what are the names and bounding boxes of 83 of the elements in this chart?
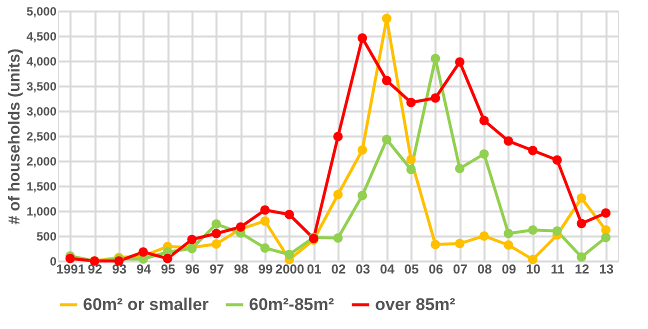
y-tick-label: 3,500 [26, 80, 57, 94]
point [576, 218, 586, 228]
point [358, 145, 368, 155]
x-tick-label: 02 [331, 262, 346, 276]
y-tick-label: 4,500 [26, 30, 57, 44]
y-tick-label: 1,000 [26, 204, 57, 218]
point [528, 146, 538, 156]
point [333, 233, 343, 243]
x-tick-label: 10 [526, 262, 541, 276]
x-tick-label: 99 [258, 262, 273, 276]
point [454, 57, 464, 67]
point [406, 154, 416, 164]
point [576, 193, 586, 203]
legend-label: over 85m² [375, 294, 456, 314]
x-tick-label: 01 [306, 262, 322, 276]
x-tick-label: 94 [136, 262, 152, 276]
point [333, 190, 343, 200]
point [528, 254, 538, 264]
x-tick-label: 95 [160, 262, 176, 276]
x-tick-label: 97 [210, 262, 224, 276]
y-tick-label: 1,500 [26, 180, 57, 194]
point [260, 243, 270, 253]
x-tick-label: 09 [502, 262, 516, 276]
point [406, 98, 416, 108]
point [504, 136, 514, 146]
x-tick-label: 03 [356, 262, 370, 276]
point [528, 225, 538, 235]
point [260, 216, 270, 226]
point [162, 254, 172, 264]
point [601, 232, 611, 242]
legend-label: 60m² or smaller [83, 294, 210, 314]
point [212, 239, 222, 249]
x-tick-label: 04 [380, 262, 396, 276]
point [260, 205, 270, 215]
point [552, 226, 562, 236]
point [479, 149, 489, 159]
point [382, 14, 392, 24]
legend-label: 60m²-85m² [249, 294, 334, 314]
x-tick-label: 93 [112, 262, 127, 276]
point [333, 132, 343, 142]
y-tick-label: 3,000 [26, 104, 57, 118]
x-tick-label: 07 [453, 262, 468, 276]
y-tick-label: 0 [50, 254, 57, 268]
x-tick-label: 12 [574, 262, 590, 276]
point [454, 238, 464, 248]
point [138, 247, 148, 257]
point [552, 155, 562, 165]
point [187, 234, 197, 244]
x-tick-label: 08 [477, 262, 492, 276]
point [601, 208, 611, 218]
point [406, 164, 416, 174]
x-tick-label: 92 [88, 262, 102, 276]
point [430, 54, 440, 64]
point [284, 210, 294, 220]
point [358, 190, 368, 200]
y-axis-title: # of households (units) [6, 48, 24, 224]
point [430, 240, 440, 250]
x-tick-label: 2000 [275, 262, 304, 276]
point [212, 228, 222, 238]
point [479, 231, 489, 241]
point [212, 219, 222, 229]
x-tick-label: 11 [550, 262, 565, 276]
y-tick-label: 500 [36, 230, 57, 244]
y-tick-label: 2,000 [26, 154, 57, 168]
x-tick-label: 13 [599, 262, 614, 276]
point [504, 228, 514, 238]
point [576, 252, 586, 262]
point [358, 33, 368, 43]
x-tick-label: 05 [404, 262, 419, 276]
point [504, 240, 514, 250]
point [382, 76, 392, 86]
x-tick-label: 1991 [56, 262, 86, 276]
y-tick-label: 4,000 [26, 54, 57, 68]
x-tick-label: 06 [428, 262, 444, 276]
point [284, 250, 294, 260]
point [382, 134, 392, 144]
x-tick-label: 98 [234, 262, 248, 276]
x-tick-label: 96 [185, 262, 200, 276]
point [454, 164, 464, 174]
point [479, 116, 489, 126]
y-tick-label: 5,000 [26, 4, 57, 18]
y-tick-label: 2,500 [26, 130, 57, 144]
point [430, 93, 440, 103]
